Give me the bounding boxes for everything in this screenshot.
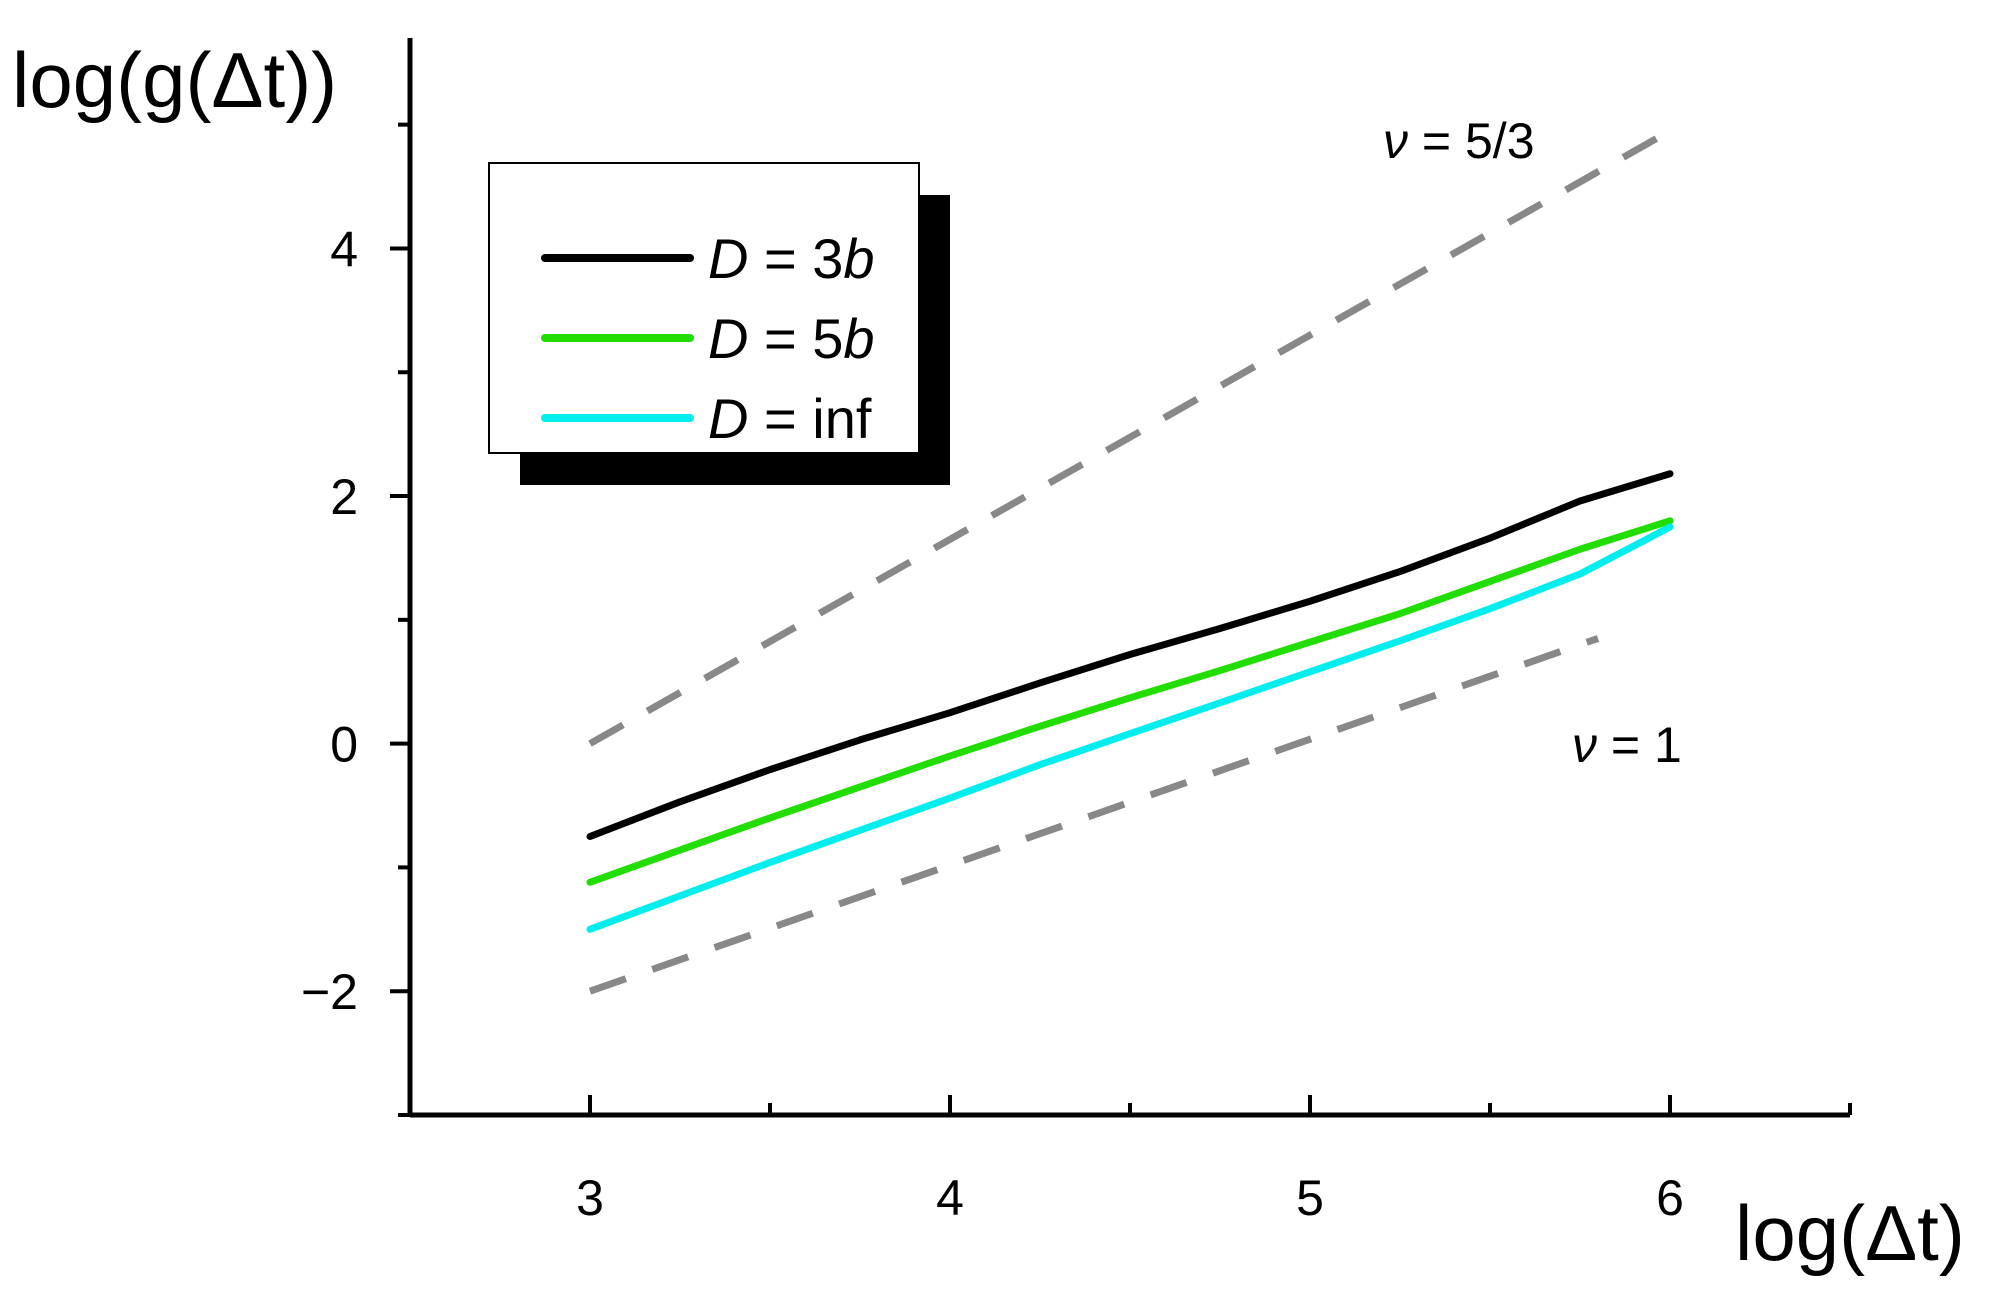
y-tick-label: 0	[330, 717, 358, 773]
legend-label-dinf-var: D	[708, 387, 748, 450]
legend-label-d3b-eq: = 3	[748, 227, 843, 290]
x-axis-title: log(Δt)	[1735, 1189, 1965, 1277]
y-tick-label: 2	[330, 469, 358, 525]
y-tick-label: 4	[330, 221, 358, 277]
series-d5b-line	[586, 517, 1674, 886]
ref-label-one: ν = 1	[1572, 717, 1682, 773]
ref-label-one-value: = 1	[1611, 717, 1682, 773]
series-dinf-line	[586, 523, 1674, 933]
series-lines	[586, 470, 1674, 933]
ref-label-five-thirds-value: = 5/3	[1422, 113, 1535, 169]
legend-label-d5b: D = 5b	[708, 307, 875, 370]
y-axis-title: log(g(Δt))	[12, 36, 337, 124]
legend-label-d3b-var: D	[708, 227, 748, 290]
legend-box	[488, 162, 920, 454]
y-tick-label: −2	[301, 964, 358, 1020]
x-tick-label: 6	[1656, 1170, 1684, 1226]
legend-label-d5b-var: D	[708, 307, 748, 370]
legend: D = 3b D = 5b D = inf	[488, 162, 950, 485]
ref-label-five-thirds: ν = 5/3	[1383, 113, 1535, 169]
legend-label-d3b: D = 3b	[708, 227, 875, 290]
legend-label-dinf-eq: = inf	[748, 387, 871, 450]
series-d3b-line	[586, 470, 1674, 840]
ref-line-one	[588, 635, 1600, 995]
ref-label-five-thirds-symbol: ν	[1383, 113, 1408, 169]
x-tick-label: 3	[576, 1170, 604, 1226]
ref-label-one-symbol: ν	[1572, 717, 1597, 773]
x-tick-label: 5	[1296, 1170, 1324, 1226]
x-tick-label: 4	[936, 1170, 964, 1226]
reference-lines	[588, 127, 1672, 995]
legend-label-d3b-unit: b	[843, 227, 874, 290]
legend-label-dinf: D = inf	[708, 387, 872, 450]
axis-ticks: 3 4 5 6 −2 0 2 4	[301, 122, 1852, 1226]
legend-label-d5b-unit: b	[843, 307, 874, 370]
legend-label-d5b-eq: = 5	[748, 307, 843, 370]
ref-line-five-thirds	[588, 127, 1672, 747]
